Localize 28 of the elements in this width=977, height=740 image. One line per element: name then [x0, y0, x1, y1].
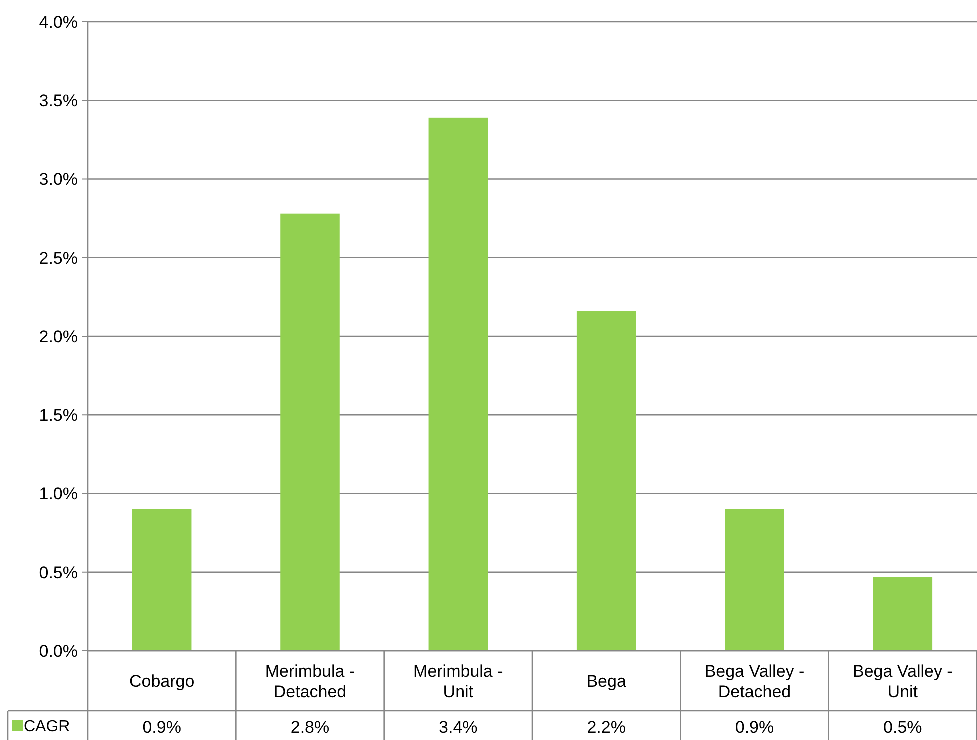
bar [132, 509, 192, 651]
x-tick-label: Cobargo [129, 672, 195, 691]
x-tick-label: Bega Valley - Detached [704, 662, 805, 702]
y-tick-label: 0.0% [39, 642, 78, 661]
y-tick-label: 1.0% [39, 484, 78, 504]
data-label: 2.8% [290, 718, 330, 737]
x-tick-label: Bega Valley - Unit [852, 662, 953, 702]
bar [873, 577, 933, 651]
bar [428, 118, 488, 651]
data-label: 2.2% [587, 718, 626, 737]
data-label: 0.9% [735, 718, 774, 737]
y-tick-label: 2.5% [39, 248, 78, 268]
y-tick-label: 2.0% [39, 327, 78, 346]
bar [725, 509, 784, 651]
bar [576, 311, 636, 651]
y-tick-label: 3.5% [39, 92, 78, 111]
data-label: 3.4% [439, 718, 478, 737]
bar [280, 214, 340, 651]
x-tick-label: Bega [586, 672, 627, 691]
y-tick-label: 3.0% [39, 170, 78, 190]
data-label: 0.5% [884, 718, 922, 737]
x-tick-label: Merimbula - Detached [265, 662, 356, 702]
data-label: 0.9% [142, 718, 182, 737]
y-tick-label: 0.5% [39, 563, 78, 582]
y-tick-label: 4.0% [39, 12, 78, 32]
x-tick-label: Merimbula - Unit [414, 662, 504, 702]
y-tick-label: 1.5% [39, 406, 78, 426]
legend-label: CAGR [24, 718, 70, 736]
